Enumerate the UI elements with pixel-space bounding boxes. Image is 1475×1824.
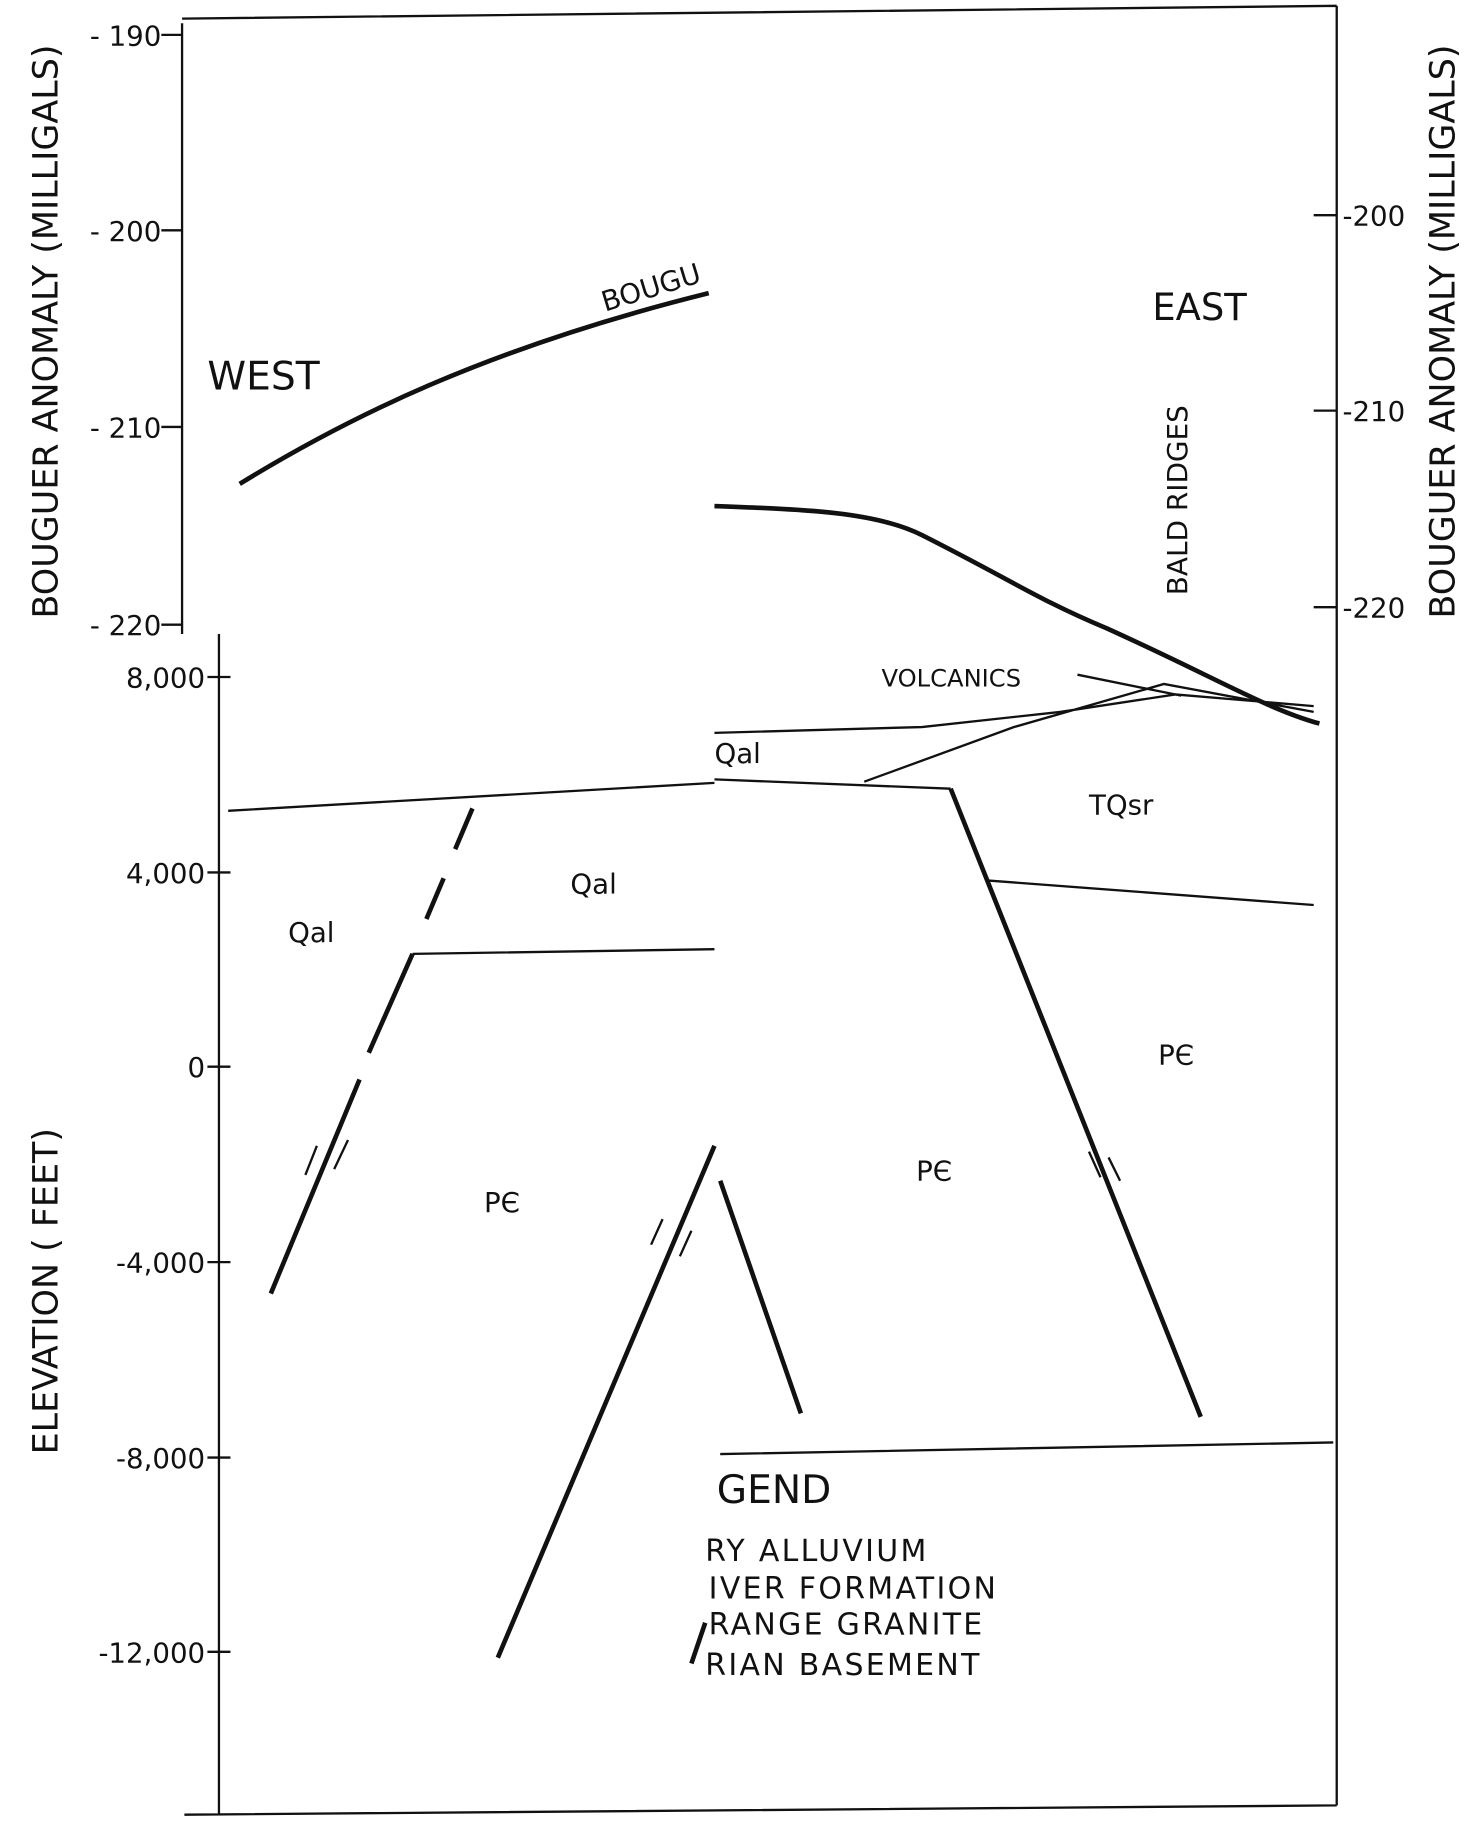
- legend-item: RIAN BASEMENT: [705, 1648, 981, 1683]
- axis-title: BOUGUER ANOMALY (MILLIGALS): [1423, 45, 1463, 619]
- unit-label: PЄ: [1158, 1038, 1194, 1071]
- tick-label: -8,000: [116, 1442, 205, 1475]
- legend-item: IVER FORMATION: [709, 1571, 999, 1606]
- unit-label: PЄ: [484, 1186, 520, 1219]
- tick-label: 4,000: [126, 857, 205, 890]
- gravity-profile: [240, 293, 1320, 723]
- tick-label: 0: [188, 1051, 206, 1084]
- tick-label: - 210: [90, 411, 162, 444]
- cross-section: - 190 - 200 - 210 - 220 8,000 4,000 0 -4…: [0, 0, 1475, 1824]
- unit-label: PЄ: [916, 1155, 952, 1188]
- unit-label: Qal: [288, 916, 334, 949]
- tick-label: -220: [1342, 592, 1405, 625]
- label: EAST: [1152, 286, 1247, 329]
- label: BALD RIDGES: [1161, 405, 1194, 595]
- label: WEST: [207, 354, 320, 400]
- legend-item: RY ALLUVIUM: [705, 1534, 928, 1569]
- legend-title: GEND: [717, 1467, 832, 1513]
- label: VOLCANICS: [882, 663, 1022, 692]
- unit-label: TQsr: [1088, 788, 1154, 821]
- tick-label: - 200: [90, 215, 162, 248]
- unit-label: Qal: [714, 737, 760, 770]
- axis-title: ELEVATION ( FEET): [27, 1128, 67, 1454]
- geology: [228, 675, 1333, 1664]
- tick-label: 8,000: [126, 661, 205, 694]
- axis-title: BOUGUER ANOMALY (MILLIGALS): [27, 45, 67, 619]
- legend-item: RANGE GRANITE: [709, 1607, 985, 1642]
- tick-label: -210: [1342, 395, 1405, 428]
- tick-label: -200: [1342, 200, 1405, 233]
- tick-label: -12,000: [98, 1636, 205, 1669]
- tick-label: - 220: [90, 609, 162, 642]
- tick-label: - 190: [90, 19, 162, 52]
- tick-label: -4,000: [116, 1246, 205, 1279]
- unit-label: Qal: [570, 867, 616, 900]
